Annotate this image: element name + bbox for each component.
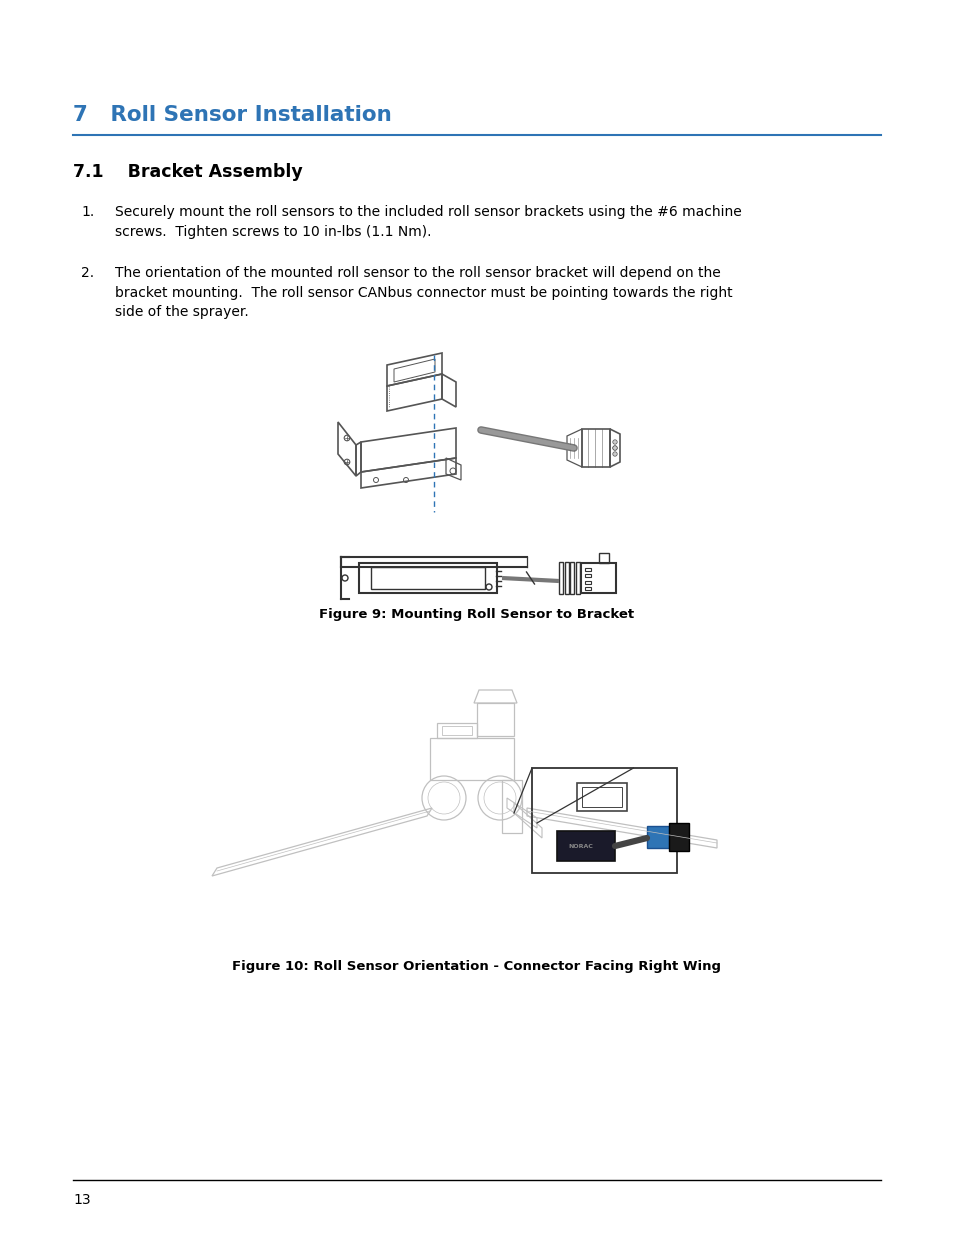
Text: screws.  Tighten screws to 10 in-lbs (1.1 Nm).: screws. Tighten screws to 10 in-lbs (1.1… bbox=[115, 225, 431, 238]
Bar bbox=[575, 562, 578, 594]
Bar bbox=[558, 562, 562, 594]
Bar bbox=[569, 562, 574, 594]
Circle shape bbox=[612, 446, 617, 451]
Bar bbox=[557, 831, 615, 861]
Bar bbox=[577, 783, 626, 811]
Text: Figure 10: Roll Sensor Orientation - Connector Facing Right Wing: Figure 10: Roll Sensor Orientation - Con… bbox=[233, 960, 720, 973]
Text: side of the sprayer.: side of the sprayer. bbox=[115, 305, 249, 319]
Text: 13: 13 bbox=[73, 1193, 91, 1207]
Bar bbox=[581, 787, 621, 806]
Bar bbox=[584, 587, 590, 589]
Circle shape bbox=[612, 440, 617, 445]
Circle shape bbox=[612, 452, 617, 456]
Bar bbox=[598, 553, 608, 563]
Bar bbox=[584, 568, 590, 571]
Bar bbox=[584, 580, 590, 583]
Text: bracket mounting.  The roll sensor CANbus connector must be pointing towards the: bracket mounting. The roll sensor CANbus… bbox=[115, 285, 732, 300]
Text: 7.1    Bracket Assembly: 7.1 Bracket Assembly bbox=[73, 163, 302, 182]
Bar bbox=[371, 567, 484, 589]
Bar bbox=[584, 573, 590, 577]
Circle shape bbox=[612, 446, 617, 451]
Bar bbox=[580, 563, 616, 593]
Text: 7   Roll Sensor Installation: 7 Roll Sensor Installation bbox=[73, 105, 392, 125]
Text: Securely mount the roll sensors to the included roll sensor brackets using the #: Securely mount the roll sensors to the i… bbox=[115, 205, 741, 219]
Text: Figure 9: Mounting Roll Sensor to Bracket: Figure 9: Mounting Roll Sensor to Bracke… bbox=[319, 608, 634, 621]
Text: The orientation of the mounted roll sensor to the roll sensor bracket will depen: The orientation of the mounted roll sens… bbox=[115, 266, 720, 280]
Bar bbox=[668, 823, 688, 851]
Text: 1.: 1. bbox=[81, 205, 94, 219]
Bar bbox=[646, 826, 668, 848]
Text: NORAC: NORAC bbox=[568, 844, 593, 848]
Text: 2.: 2. bbox=[81, 266, 94, 280]
Bar bbox=[564, 562, 568, 594]
Bar bbox=[358, 563, 497, 593]
